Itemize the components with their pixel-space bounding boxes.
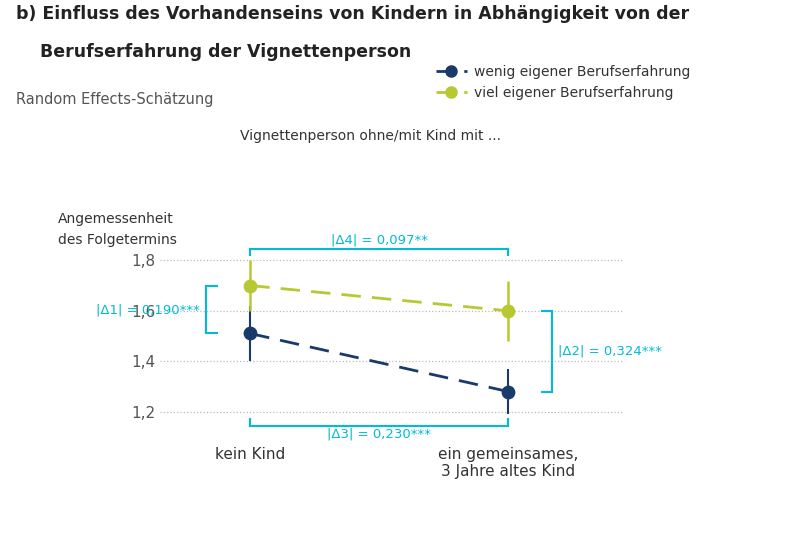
Legend: wenig eigener Berufserfahrung, viel eigener Berufserfahrung: wenig eigener Berufserfahrung, viel eige…	[436, 65, 690, 100]
Point	[502, 307, 514, 315]
Text: des Folgetermins: des Folgetermins	[58, 233, 177, 247]
Text: |Δ3| = 0,230***: |Δ3| = 0,230***	[327, 427, 431, 440]
Text: Vignettenperson ohne/mit Kind mit ...: Vignettenperson ohne/mit Kind mit ...	[240, 129, 501, 143]
Point	[244, 281, 257, 290]
Point	[244, 329, 257, 338]
Text: |Δ2| = 0,324***: |Δ2| = 0,324***	[558, 344, 662, 358]
Text: Berufserfahrung der Vignettenperson: Berufserfahrung der Vignettenperson	[16, 43, 411, 61]
Point	[502, 387, 514, 396]
Text: b) Einfluss des Vorhandenseins von Kindern in Abhängigkeit von der: b) Einfluss des Vorhandenseins von Kinde…	[16, 5, 689, 23]
Text: |Δ4| = 0,097**: |Δ4| = 0,097**	[330, 234, 428, 247]
Text: Random Effects-Schätzung: Random Effects-Schätzung	[16, 92, 214, 107]
Text: |Δ1| = 0,190***: |Δ1| = 0,190***	[96, 303, 200, 316]
Text: Angemessenheit: Angemessenheit	[58, 212, 174, 226]
